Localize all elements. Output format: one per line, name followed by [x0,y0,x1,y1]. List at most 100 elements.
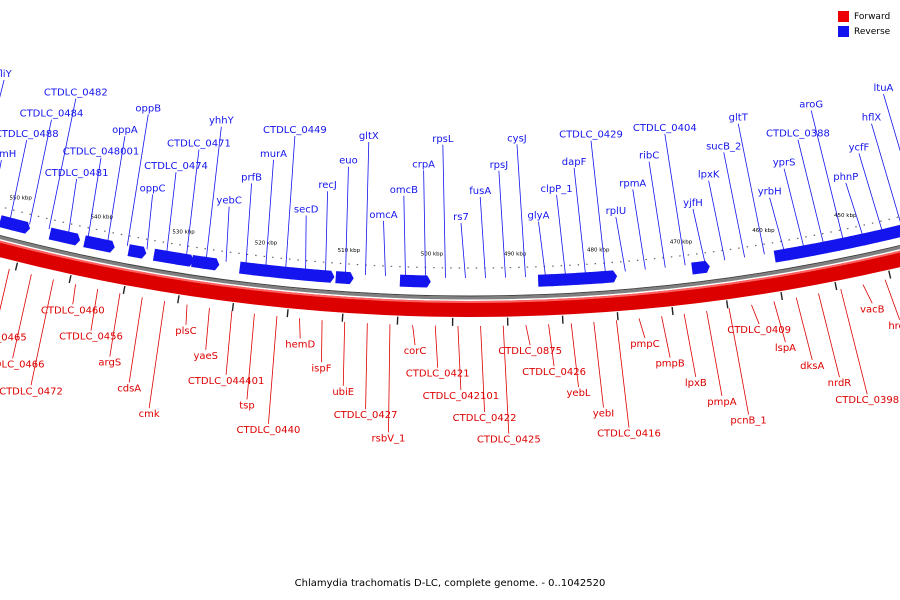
forward-gene-label: pmpB [655,359,684,370]
forward-gene-label: yaeS [193,351,218,362]
forward-leader-line [365,323,368,410]
forward-gene-label: plsC [175,326,196,337]
reverse-gene-label: recJ [318,180,337,191]
forward-leader-line [773,301,786,343]
forward-tick [341,313,344,322]
forward-gene-label: pmpC [630,339,659,350]
reverse-gene-arrow [598,270,618,284]
reverse-leader-line [29,119,52,225]
reverse-gene-arrow [316,269,335,283]
forward-leader-line [818,293,840,378]
forward-leader-line [205,307,210,350]
forward-tick [671,307,674,316]
forward-tick [780,291,784,301]
forward-gene-label: CTDLC_0456 [59,332,123,343]
reverse-gene-label: CTDLC_0471 [167,139,231,150]
forward-leader-line [0,268,10,311]
legend: Forward Reverse [838,9,890,39]
reverse-leader-line [365,141,370,276]
forward-gene-label: dksA [800,361,824,372]
forward-tick [725,300,729,309]
reverse-gene-label: CTDLC_0388 [766,129,830,140]
forward-leader-line [412,325,416,346]
forward-gene-label: pmpA [707,397,736,408]
forward-gene-label: CTDLC_0466 [0,359,45,370]
forward-leader-line [502,325,510,434]
forward-leader-line [706,311,723,396]
reverse-gene-label: CTDLC_048001 [63,147,140,158]
reverse-gene-label: CTDLC_0488 [0,129,59,140]
forward-leader-line [225,310,233,375]
reverse-leader-line [573,167,586,275]
forward-leader-line [570,323,579,388]
forward-gene-label: vacB [860,304,885,315]
reverse-gene-label: yjfH [683,198,703,209]
reverse-gene-label: gltT [729,113,749,124]
scale-label: 500 kbp [421,252,444,258]
forward-gene-label: CTDLC_0409 [727,325,791,336]
reverse-gene-label: omcA [369,210,397,221]
reverse-leader-line [769,197,785,252]
reverse-gene-arrow [691,260,710,275]
reverse-leader-line [146,194,153,250]
reverse-gene-label: hflX [862,113,882,124]
forward-gene-label: hrcA [888,321,900,332]
scale-label: 530 kbp [172,229,195,235]
forward-leader-line [751,304,760,325]
reverse-leader-line [723,152,746,258]
reverse-gene-label: oppB [135,103,161,114]
reverse-gene-label: rpsJ [490,160,509,171]
forward-strand-band [0,240,900,317]
reverse-leader-line [345,166,349,274]
forward-leader-line [795,297,813,360]
forward-leader-line [593,321,604,408]
scale-label: 450 kbp [834,213,857,219]
forward-leader-line [342,321,346,386]
genome-backbone [0,235,900,300]
forward-gene-label: cdsA [117,383,141,394]
scale-label: 490 kbp [504,251,527,257]
reverse-leader-line [0,160,2,170]
forward-leader-line [30,279,54,386]
forward-gene-label: hemD [285,339,315,350]
reverse-leader-line [845,182,864,236]
reverse-gene-arrow [61,230,81,246]
forward-leader-line [683,313,697,378]
reverse-leader-line [265,159,274,267]
reverse-gene-label: cysJ [507,133,527,144]
legend-forward-label: Forward [854,11,891,22]
reverse-gene-label: phnP [833,172,858,183]
reverse-leader-line [590,140,606,274]
reverse-leader-line [126,114,149,246]
reverse-gene-label: prfB [241,172,262,183]
reverse-gene-label: CTDLC_0474 [144,161,208,172]
forward-gene-label: argS [98,358,121,369]
reverse-leader-line [871,123,900,223]
reverse-gene-label: rpsL [432,134,454,145]
forward-tick [834,282,838,291]
reverse-leader-line [48,98,77,230]
forward-leader-line [299,318,301,339]
reverse-gene-label: yprS [773,158,796,169]
reverse-gene-label: lpxK [698,170,720,181]
reverse-gene-arrow [127,244,147,259]
forward-leader-line [661,316,671,358]
forward-leader-line [128,297,143,383]
forward-leader-line [480,325,485,412]
reverse-leader-line [0,79,5,98]
forward-strand-highlight [0,240,900,303]
reverse-leader-line [516,144,526,278]
forward-gene-label: corC [404,346,427,357]
forward-tick [231,302,235,312]
reverse-leader-line [479,196,486,278]
reverse-gene-label: fliY [0,69,13,80]
reverse-gene-arrow [95,237,115,253]
reverse-gene-label: glyA [528,211,550,222]
forward-leader-line [321,320,323,363]
reverse-gene-label: ltuA [874,83,894,94]
forward-leader-line [457,325,462,390]
forward-tick [177,295,180,304]
reverse-leader-line [285,135,296,269]
